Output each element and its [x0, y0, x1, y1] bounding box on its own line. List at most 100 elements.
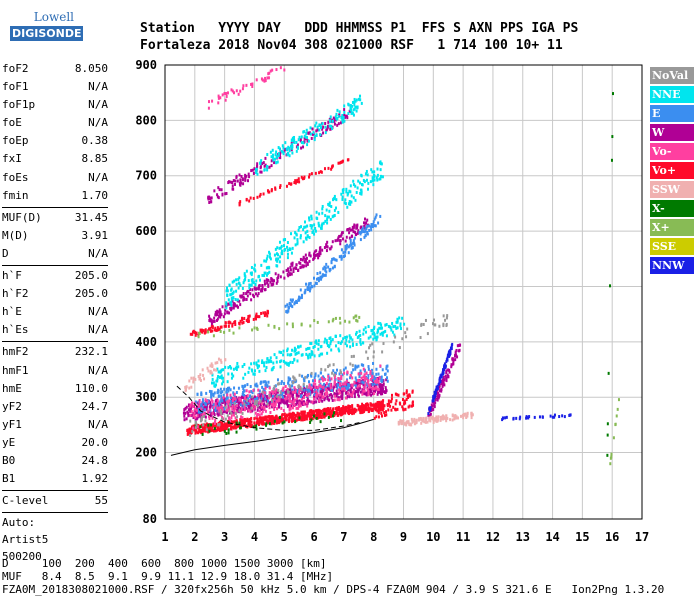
- echo-point: [282, 409, 285, 413]
- echo-series: [184, 357, 474, 427]
- param-label: foF1: [2, 80, 29, 94]
- echo-point: [231, 184, 234, 188]
- echo-point: [337, 347, 340, 351]
- echo-point: [394, 407, 397, 411]
- param-value: 8.85: [81, 152, 109, 166]
- echo-point: [224, 358, 227, 362]
- echo-point: [291, 322, 294, 326]
- echo-point: [300, 135, 303, 139]
- echo-point: [308, 253, 311, 257]
- echo-point: [354, 233, 357, 237]
- param-row: foE N/A: [2, 114, 108, 132]
- echo-point: [324, 131, 327, 135]
- echo-point: [219, 405, 222, 409]
- echo-point: [219, 399, 222, 403]
- echo-point: [370, 228, 373, 232]
- echo-point: [313, 395, 316, 399]
- echo-point: [333, 119, 336, 123]
- echo-point: [385, 367, 388, 371]
- echo-point: [342, 251, 345, 255]
- echo-point: [459, 414, 462, 418]
- echo-point: [246, 425, 249, 429]
- echo-point: [360, 230, 363, 234]
- echo-point: [377, 415, 380, 419]
- echo-point: [298, 135, 301, 139]
- echo-point: [241, 411, 244, 415]
- echo-point: [352, 183, 355, 187]
- echo-point: [282, 400, 285, 404]
- echo-point: [338, 372, 341, 376]
- echo-series: [427, 342, 572, 422]
- echo-point: [401, 337, 404, 341]
- echo-point: [338, 161, 341, 165]
- echo-point: [217, 357, 220, 361]
- echo-point: [275, 258, 278, 262]
- echo-point: [411, 420, 414, 424]
- echo-point: [447, 375, 450, 379]
- echo-point: [239, 179, 242, 183]
- echo-point: [354, 198, 357, 202]
- echo-point: [358, 181, 361, 185]
- echo-series: [189, 314, 449, 437]
- echo-point: [319, 410, 322, 414]
- echo-point: [195, 429, 198, 433]
- echo-point: [253, 372, 256, 376]
- echo-point: [343, 104, 346, 108]
- echo-point: [371, 409, 374, 413]
- echo-point: [226, 386, 229, 390]
- echo-point: [322, 415, 325, 419]
- echo-point: [249, 402, 252, 406]
- echo-point: [260, 289, 263, 293]
- legend-item: E: [650, 105, 694, 122]
- echo-point: [441, 381, 444, 385]
- echo-point: [202, 373, 205, 377]
- echo-point: [385, 388, 388, 392]
- echo-point: [361, 410, 364, 414]
- echo-point: [262, 416, 265, 420]
- echo-point: [210, 428, 213, 432]
- echo-point: [304, 257, 307, 261]
- footer-distance-row: D 100 200 400 600 800 1000 1500 3000 [km…: [2, 557, 327, 570]
- echo-point: [332, 411, 335, 415]
- echo-point: [246, 383, 249, 387]
- echo-point: [441, 384, 444, 388]
- echo-point: [298, 401, 301, 405]
- x-tick-label: 13: [516, 530, 530, 544]
- echo-point: [290, 304, 293, 308]
- echo-point: [334, 239, 337, 243]
- echo-point: [268, 255, 271, 259]
- echo-point: [247, 404, 250, 408]
- echo-point: [241, 286, 244, 290]
- echo-point: [333, 208, 336, 212]
- echo-point: [372, 183, 375, 187]
- echo-point: [271, 148, 274, 152]
- echo-point: [319, 420, 322, 424]
- echo-point: [271, 419, 274, 423]
- echo-point: [261, 385, 264, 389]
- echo-point: [381, 175, 384, 179]
- echo-point: [286, 256, 289, 260]
- echo-point: [317, 394, 320, 398]
- echo-point: [199, 378, 202, 382]
- echo-point: [252, 425, 255, 429]
- echo-point: [352, 389, 355, 393]
- echo-point: [214, 403, 217, 407]
- param-value: 1.70: [81, 188, 109, 202]
- echo-point: [271, 391, 274, 395]
- param-row: foEs N/A: [2, 169, 108, 187]
- echo-point: [380, 323, 383, 327]
- echo-point: [335, 117, 338, 121]
- echo-point: [424, 318, 427, 322]
- echo-point: [337, 161, 340, 165]
- echo-point: [241, 401, 244, 405]
- echo-point: [231, 425, 234, 429]
- echo-point: [365, 371, 368, 375]
- echo-point: [351, 383, 354, 387]
- echo-point: [311, 127, 314, 131]
- echo-point: [236, 361, 239, 365]
- echo-point: [442, 375, 445, 379]
- echo-point: [229, 293, 232, 297]
- echo-point: [220, 426, 223, 430]
- echo-point: [256, 417, 259, 421]
- echo-point: [287, 390, 290, 394]
